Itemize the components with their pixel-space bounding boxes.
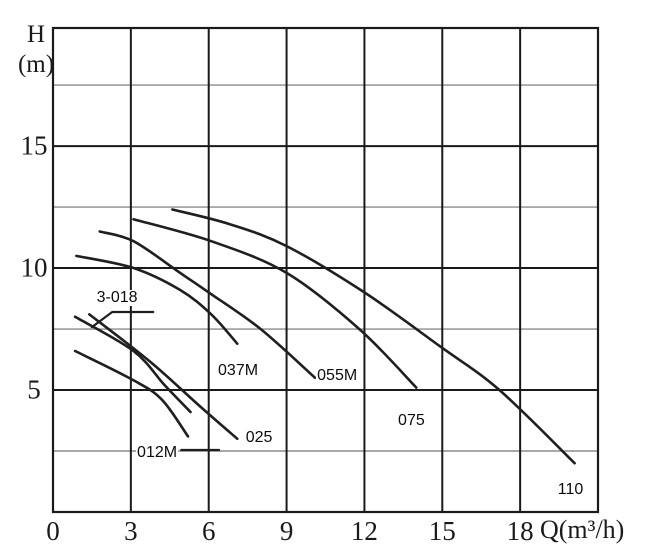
pump-curve-3-018	[73, 315, 192, 414]
plot-border	[51, 26, 600, 514]
pump-curve-055M	[98, 230, 317, 380]
pump-curve-110	[171, 208, 576, 465]
pump-curve-075	[132, 218, 418, 389]
leader-line-3-018	[90, 310, 155, 329]
pump-curve-037M	[75, 254, 239, 345]
pump-curve-025	[88, 313, 239, 441]
pump-curve-012M	[73, 349, 190, 438]
